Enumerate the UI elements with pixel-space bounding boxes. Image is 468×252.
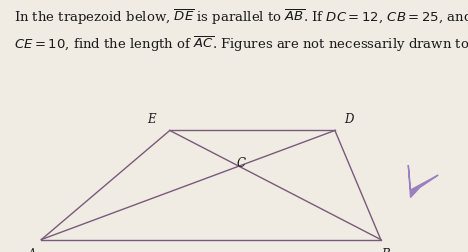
Polygon shape — [408, 166, 438, 198]
Text: B: B — [381, 247, 390, 252]
Text: In the trapezoid below, $\overline{DE}$ is parallel to $\overline{AB}$. If $DC =: In the trapezoid below, $\overline{DE}$ … — [14, 8, 468, 27]
Text: C: C — [236, 156, 245, 170]
Text: E: E — [147, 113, 156, 126]
Text: $CE = 10$, find the length of $\overline{AC}$. Figures are not necessarily drawn: $CE = 10$, find the length of $\overline… — [14, 35, 468, 54]
Text: D: D — [344, 113, 353, 126]
Text: A: A — [28, 247, 37, 252]
